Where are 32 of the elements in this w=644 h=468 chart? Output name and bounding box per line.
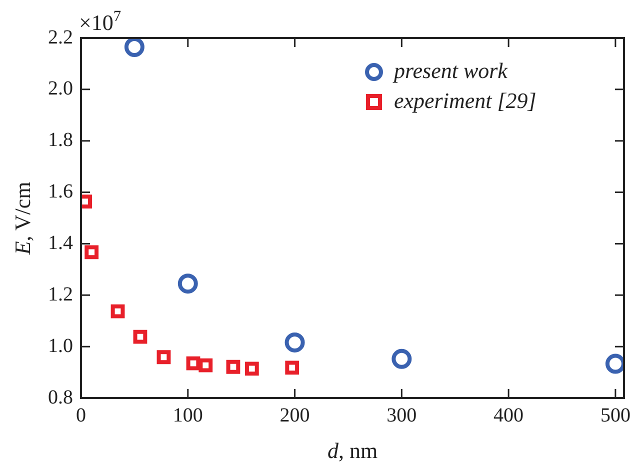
x-tick-label: 100 — [172, 404, 203, 426]
x-tick-label: 300 — [386, 404, 417, 426]
point — [84, 245, 99, 260]
y-axis-title: E, V/cm — [10, 182, 35, 256]
y-tick-label: 1.2 — [48, 283, 73, 306]
x-tick-label: 200 — [280, 404, 310, 426]
y-tick-label: 2.2 — [48, 26, 73, 48]
point — [392, 348, 412, 369]
point — [178, 274, 198, 294]
point — [605, 354, 624, 374]
point — [186, 356, 200, 370]
point — [124, 38, 144, 57]
legend-label: present work — [392, 58, 509, 83]
y-tick-label: 1.0 — [48, 334, 73, 357]
y-tick-label: 1.4 — [48, 232, 73, 254]
y-tick-label: 1.6 — [48, 180, 73, 203]
point — [284, 332, 305, 352]
legend-label: experiment [29] — [394, 88, 536, 113]
x-axis-title: d, nm — [327, 438, 378, 463]
point — [226, 360, 240, 374]
y-tick-label: 0.8 — [48, 386, 73, 408]
point — [244, 362, 259, 376]
point — [285, 360, 300, 375]
y-tick-label: 1.8 — [48, 129, 73, 152]
point — [110, 304, 125, 318]
point — [156, 350, 171, 364]
y-tick-label: 2.0 — [48, 78, 73, 100]
point — [198, 358, 213, 372]
point — [133, 330, 148, 344]
x-tick-label: 0 — [76, 404, 86, 426]
x-tick-label: 400 — [494, 404, 524, 426]
x-tick-label: 500 — [600, 404, 630, 426]
